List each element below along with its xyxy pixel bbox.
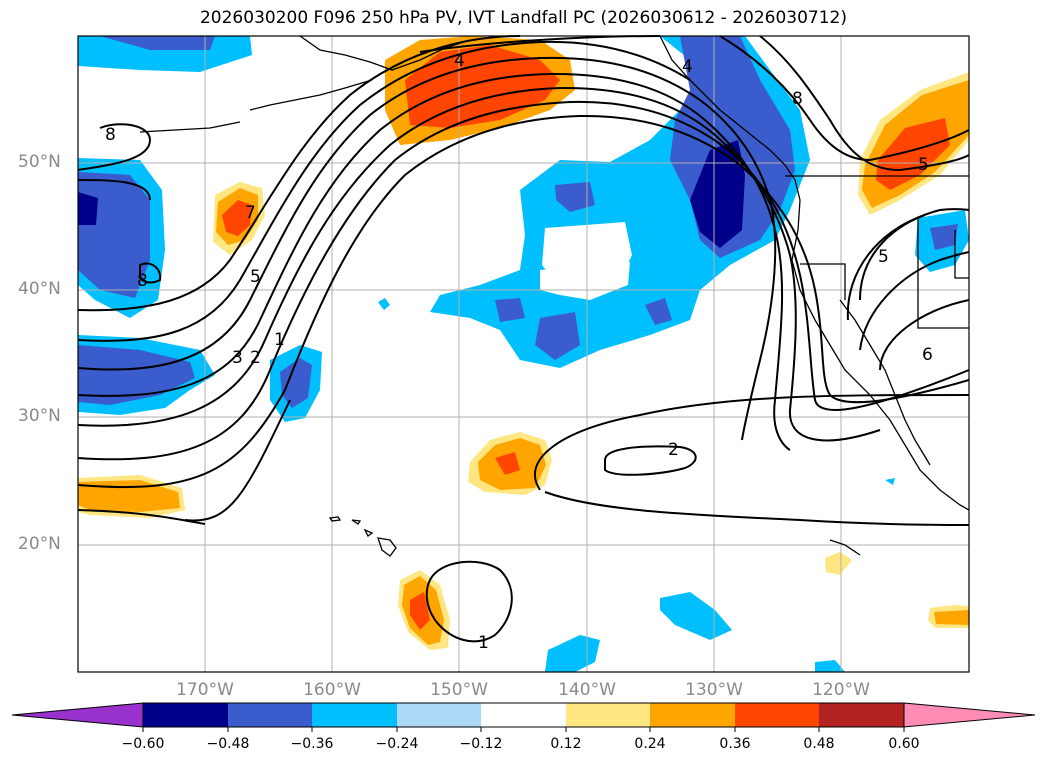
lon-label-140w: 140°W — [558, 680, 616, 700]
contour-label: 4 — [682, 57, 693, 77]
colorbar-tick-label: −0.48 — [206, 736, 250, 752]
contour-label-group: 4 5 7 3 2 1 8 8 4 8 5 5 6 2 1 — [105, 51, 933, 653]
colorbar-tick-label: 0.36 — [719, 736, 751, 752]
contour-label: 8 — [792, 89, 803, 109]
lat-label-30n: 30°N — [18, 406, 61, 426]
contour-label: 6 — [922, 345, 933, 365]
contour-label: 8 — [105, 125, 116, 145]
contour-label: 1 — [274, 330, 285, 350]
contour-label: 3 — [232, 348, 243, 368]
contour-lines — [77, 35, 970, 643]
lat-label-50n: 50°N — [18, 152, 61, 172]
colorbar-tick-label: −0.36 — [290, 736, 334, 752]
lon-label-120w: 120°W — [812, 680, 870, 700]
lat-label-20n: 20°N — [18, 534, 61, 554]
contour-label: 2 — [668, 440, 679, 460]
lon-label-160w: 160°W — [303, 680, 361, 700]
lon-label-130w: 130°W — [685, 680, 743, 700]
graticule — [78, 36, 969, 672]
contour-label: 7 — [245, 203, 256, 223]
colorbar-tick-label: 0.48 — [803, 736, 835, 752]
contour-label: 4 — [454, 51, 465, 71]
lat-label-40n: 40°N — [18, 279, 61, 299]
contour-label: 5 — [918, 155, 929, 175]
colorbar-tick-label: −0.24 — [375, 736, 419, 752]
contour-label: 5 — [878, 247, 889, 267]
contour-label: 5 — [250, 267, 261, 287]
colorbar-tick-label: 0.12 — [550, 736, 582, 752]
colorbar-tick-label: 0.24 — [634, 736, 666, 752]
contour-label: 8 — [137, 271, 148, 291]
hawaii-islands — [328, 516, 397, 557]
colorbar-tick-label: −0.60 — [121, 736, 165, 752]
colorbar-tick-label: −0.12 — [459, 736, 503, 752]
contour-label: 2 — [250, 348, 261, 368]
map-frame — [77, 35, 970, 673]
lon-label-150w: 150°W — [430, 680, 488, 700]
lon-label-170w: 170°W — [176, 680, 234, 700]
contour-label: 1 — [478, 633, 489, 653]
colorbar — [11, 702, 1036, 732]
page-title: 2026030200 F096 250 hPa PV, IVT Landfall… — [199, 8, 847, 28]
colorbar-tick-label: 0.60 — [888, 736, 920, 752]
